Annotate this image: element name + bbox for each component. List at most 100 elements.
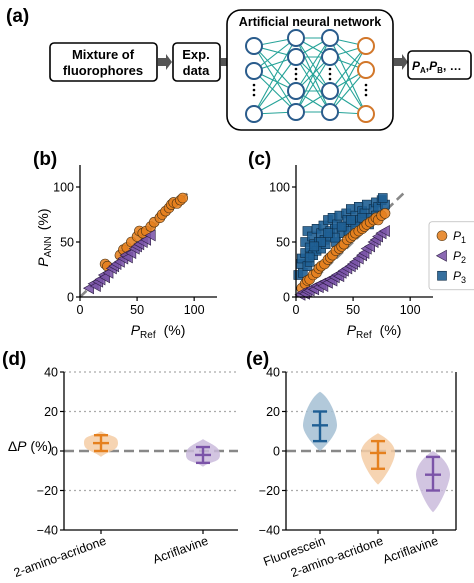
- panel-label-a: (a): [6, 6, 29, 27]
- arrow-icon: [394, 54, 408, 70]
- x-tick-label: 0: [77, 303, 84, 317]
- legend-label: P1: [453, 229, 466, 245]
- data-point: [177, 192, 189, 204]
- y-tick-label: 100: [269, 181, 290, 195]
- network-edge: [329, 45, 367, 92]
- y-tick-label: 20: [44, 405, 58, 419]
- panel-label-e: (e): [246, 349, 269, 370]
- violin-panel-d: 40 20 0 −20 −402-amino-acridone Acriflavine ΔP…: [8, 366, 238, 580]
- network-edge: [329, 69, 367, 113]
- network-edge: [253, 56, 297, 115]
- workflow-diagram: Mixture of fluorophores Exp. data Artifi…: [49, 9, 472, 131]
- data-point: [345, 215, 356, 225]
- y-axis-label: ΔP (%): [8, 438, 52, 454]
- ellipsis-dot: [294, 72, 298, 76]
- scatter-panel-c: 00 50 50 100 100 PRef (%) P1 P2 P3: [269, 165, 474, 341]
- x-axis-label: PRef (%): [131, 322, 186, 341]
- y-axis-label: PANN(%): [35, 208, 54, 266]
- y-tick-label: 0: [283, 291, 290, 305]
- network-edge: [295, 37, 331, 92]
- mixture-label-1: Mixture of: [72, 47, 135, 62]
- data-point: [377, 193, 388, 203]
- violin-panel-e: 40200−20−40Fluorescein2-amino-acridoneAc…: [259, 366, 457, 580]
- legend-label: P2: [453, 249, 466, 265]
- ellipsis-dot: [364, 88, 368, 92]
- network-node: [321, 48, 339, 66]
- legend-box: [428, 221, 474, 291]
- exp-data-label-1: Exp.: [182, 47, 209, 62]
- y-tick-label: −40: [37, 524, 58, 538]
- network-node: [287, 29, 305, 47]
- network-edge: [329, 56, 367, 115]
- y-tick-label: −20: [259, 484, 280, 498]
- network-edge: [253, 70, 297, 113]
- x-category-label: Acriflavine: [151, 534, 210, 567]
- y-tick-label: 50: [276, 236, 290, 250]
- data-point: [436, 230, 448, 242]
- network-edge: [253, 37, 297, 115]
- x-tick-label: 0: [293, 303, 300, 317]
- arrow-icon: [158, 54, 172, 70]
- y-tick-label: 0: [51, 445, 58, 459]
- neural-network-icon: [245, 29, 375, 123]
- ellipsis-dot: [364, 93, 368, 97]
- legend-label: P3: [453, 269, 466, 285]
- x-tick-label: 50: [346, 303, 360, 317]
- network-node: [245, 105, 263, 123]
- data-point: [435, 249, 447, 262]
- y-tick-label: 0: [67, 291, 74, 305]
- ellipsis-dot: [252, 88, 256, 92]
- network-node: [245, 62, 263, 80]
- x-tick-label: 100: [184, 303, 205, 317]
- data-point: [309, 241, 320, 252]
- y-tick-label: −40: [259, 524, 280, 538]
- x-axis-label: PRef (%): [347, 322, 402, 341]
- output-box: [407, 50, 472, 80]
- y-tick-label: 50: [60, 236, 74, 250]
- network-edge: [329, 45, 367, 113]
- exp-data-box: [172, 42, 221, 82]
- network-node: [321, 82, 339, 100]
- exp-data-label-2: data: [183, 63, 211, 78]
- network-node: [287, 48, 305, 66]
- legend: P1 P2 P3: [428, 221, 474, 291]
- data-point: [437, 270, 447, 281]
- network-node: [287, 82, 305, 100]
- data-point: [379, 208, 391, 219]
- y-tick-label: −20: [37, 484, 58, 498]
- panel-label-b: (b): [33, 149, 57, 170]
- panel-label-d: (d): [2, 349, 26, 370]
- network-node: [357, 37, 375, 55]
- data-point: [323, 228, 333, 238]
- scatter-panel-b: 00 50 50 100 100 PRef (%) PANN(%): [35, 165, 217, 341]
- panel-label-c: (c): [248, 149, 271, 170]
- network-edge: [295, 56, 331, 113]
- network-node: [357, 105, 375, 123]
- x-tick-label: 50: [130, 303, 144, 317]
- x-category-label: Acriflavine: [381, 534, 440, 567]
- ellipsis-dot: [364, 83, 368, 87]
- output-label: PA,PB, …: [412, 59, 462, 75]
- mixture-label-2: fluorophores: [63, 63, 143, 78]
- y-tick-label: 40: [266, 366, 280, 380]
- ellipsis-dot: [328, 72, 332, 76]
- ellipsis-dot: [252, 83, 256, 87]
- ellipsis-dot: [328, 77, 332, 81]
- ellipsis-dot: [294, 67, 298, 71]
- y-tick-label: 0: [273, 445, 280, 459]
- network-node: [287, 103, 305, 121]
- network-edge: [253, 45, 297, 113]
- ellipsis-dot: [328, 67, 332, 71]
- data-point: [144, 229, 156, 242]
- network-edge: [253, 45, 297, 92]
- ann-title: Artificial neural network: [239, 15, 381, 29]
- ellipsis-dot: [252, 93, 256, 97]
- y-tick-label: 100: [53, 181, 74, 195]
- data-point: [304, 252, 315, 263]
- y-tick-label: 40: [44, 366, 58, 380]
- x-tick-label: 100: [400, 303, 421, 317]
- mixture-box: [49, 42, 158, 82]
- x-category-label: 2-amino-acridone: [12, 534, 108, 580]
- data-point: [378, 224, 390, 238]
